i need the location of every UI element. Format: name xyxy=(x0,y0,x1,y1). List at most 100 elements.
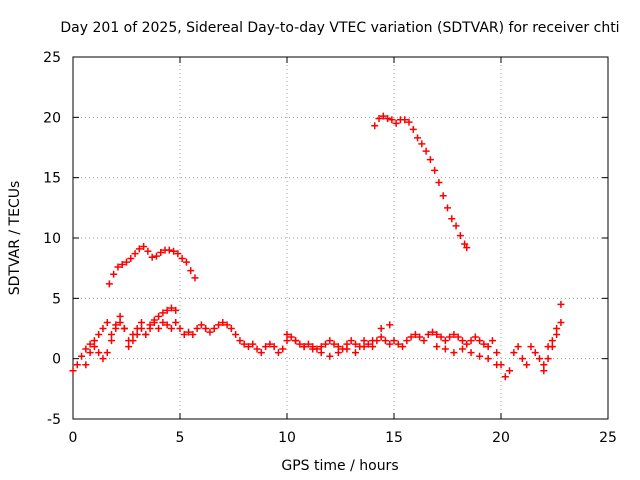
data-point xyxy=(369,343,377,351)
data-point xyxy=(557,300,565,308)
data-point xyxy=(236,337,244,345)
data-point xyxy=(73,361,81,369)
y-tick-label: 10 xyxy=(43,231,61,247)
series-segment-2-4 xyxy=(105,242,199,288)
data-point xyxy=(304,340,312,348)
data-point xyxy=(422,147,430,155)
data-point xyxy=(484,343,492,351)
data-point xyxy=(159,318,167,326)
data-point xyxy=(371,122,379,130)
data-point xyxy=(450,349,458,357)
data-point xyxy=(146,321,154,329)
data-point xyxy=(456,232,464,240)
data-point xyxy=(536,355,544,363)
data-point xyxy=(392,119,400,127)
data-point xyxy=(384,115,392,123)
data-point xyxy=(484,355,492,363)
data-point xyxy=(172,318,180,326)
data-point xyxy=(90,337,98,345)
data-point xyxy=(463,340,471,348)
data-point xyxy=(144,247,152,255)
data-point xyxy=(140,242,148,250)
data-point xyxy=(296,340,304,348)
axis-ticks xyxy=(72,56,609,420)
data-point xyxy=(450,331,458,339)
data-point xyxy=(174,250,182,258)
data-point xyxy=(116,312,124,320)
data-point xyxy=(172,306,180,314)
data-point xyxy=(279,345,287,353)
data-point xyxy=(386,340,394,348)
data-point xyxy=(82,361,90,369)
data-point xyxy=(155,312,163,320)
data-point xyxy=(182,258,190,266)
data-point xyxy=(309,345,317,353)
data-point xyxy=(210,325,218,332)
data-point xyxy=(437,333,445,341)
data-point xyxy=(257,349,265,357)
data-point xyxy=(501,373,509,381)
data-point xyxy=(227,325,235,332)
y-tick-label: 15 xyxy=(43,171,61,187)
x-tick-label: 15 xyxy=(385,430,403,446)
data-point xyxy=(334,343,342,351)
data-point xyxy=(317,349,325,357)
data-point xyxy=(390,337,398,345)
data-point xyxy=(187,267,195,275)
data-point xyxy=(95,331,103,339)
x-tick-label: 25 xyxy=(599,430,617,446)
data-point xyxy=(118,261,126,269)
data-point xyxy=(112,325,120,332)
data-point xyxy=(127,255,135,263)
data-point xyxy=(103,349,111,357)
data-point xyxy=(86,349,94,357)
data-point xyxy=(388,116,396,124)
data-point xyxy=(191,274,199,282)
data-point xyxy=(202,325,210,332)
data-point xyxy=(360,343,368,351)
data-point xyxy=(165,246,173,254)
x-tick-label: 10 xyxy=(278,430,296,446)
data-point xyxy=(540,361,548,369)
data-point xyxy=(249,340,257,348)
data-point xyxy=(95,349,103,357)
data-point xyxy=(215,321,223,329)
data-point xyxy=(416,333,424,341)
data-point xyxy=(399,343,407,351)
data-point xyxy=(439,192,447,200)
data-point xyxy=(159,309,167,317)
data-point xyxy=(510,349,518,357)
y-tick-labels: -5 0 5 10 15 20 25 xyxy=(43,50,61,428)
data-point xyxy=(150,316,158,324)
data-point xyxy=(99,325,107,332)
data-point xyxy=(553,325,561,332)
data-point xyxy=(283,337,291,345)
x-tick-label: 0 xyxy=(69,430,78,446)
series-main xyxy=(69,300,565,381)
data-point xyxy=(343,345,351,353)
series-secondary xyxy=(82,304,565,375)
data-point xyxy=(185,328,193,336)
data-point xyxy=(409,125,417,133)
data-point xyxy=(429,328,437,336)
data-point xyxy=(105,280,113,288)
data-point xyxy=(82,345,90,353)
data-point xyxy=(364,340,372,348)
data-point xyxy=(454,333,462,341)
data-point xyxy=(386,321,394,329)
data-point xyxy=(548,337,556,345)
data-point xyxy=(557,318,565,326)
data-point xyxy=(401,116,409,124)
data-point xyxy=(452,222,460,230)
data-point xyxy=(480,340,488,348)
y-tick-label: 25 xyxy=(43,50,61,66)
data-point xyxy=(448,215,456,223)
data-point xyxy=(334,349,342,357)
data-points xyxy=(69,112,565,381)
y-axis-label: SDTVAR / TECUs xyxy=(7,181,23,296)
data-point xyxy=(189,331,197,339)
data-point xyxy=(125,343,133,351)
series-segment-14-18 xyxy=(371,112,471,252)
data-point xyxy=(253,345,261,353)
